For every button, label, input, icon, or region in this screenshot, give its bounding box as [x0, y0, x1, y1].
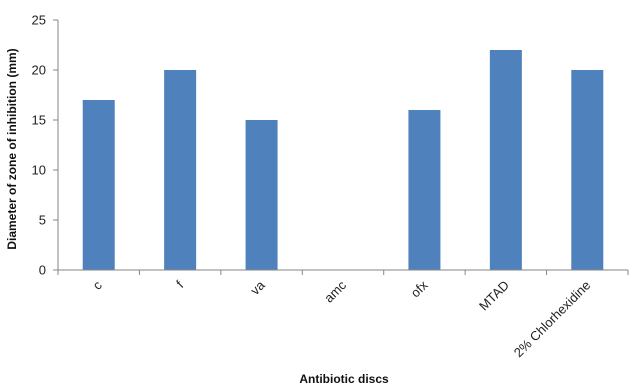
bar-2-chlorhexidine — [571, 70, 604, 270]
bar-va — [245, 120, 278, 270]
x-axis-title: Antibiotic discs — [299, 372, 389, 386]
y-tick-label: 10 — [32, 163, 46, 178]
x-tick-label: ofx — [408, 277, 431, 300]
y-axis-ticks: 0 5 10 15 20 25 — [32, 13, 58, 278]
y-tick-label: 20 — [32, 63, 46, 78]
x-tick-label: f — [173, 277, 186, 290]
bar-f — [164, 70, 197, 270]
y-tick-label: 25 — [32, 13, 46, 28]
y-tick-label: 15 — [32, 113, 46, 128]
x-tick-label: c — [90, 277, 106, 293]
x-tick-label: va — [247, 277, 268, 298]
x-tick-label: MTAD — [476, 278, 512, 314]
x-tick-label: amc — [321, 277, 349, 305]
y-axis-title: Diameter of zone of inhibition (mm) — [5, 48, 19, 249]
y-tick-label: 0 — [39, 263, 46, 278]
bar-mtad — [489, 50, 522, 270]
bars — [82, 50, 604, 270]
bar-ofx — [408, 110, 441, 270]
bar-c — [82, 100, 115, 270]
x-tick-label: 2% Chlorhexidine — [511, 278, 594, 361]
y-tick-label: 5 — [39, 213, 46, 228]
